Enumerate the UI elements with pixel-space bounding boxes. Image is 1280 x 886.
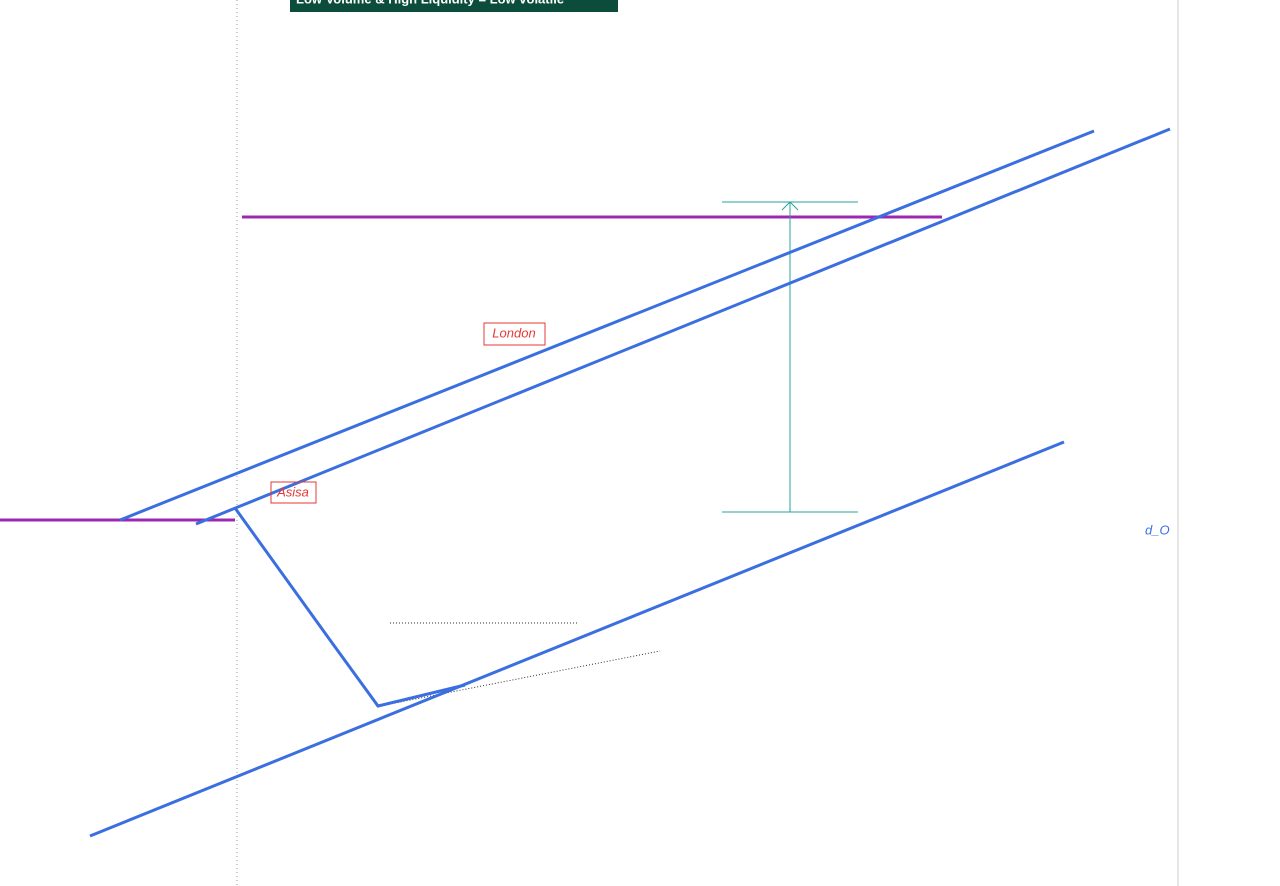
measure-arrow bbox=[781, 201, 799, 211]
annotation: Asisa bbox=[276, 484, 309, 499]
label-box bbox=[483, 322, 546, 346]
banner: Low Volume & High Liquidity = Low volati… bbox=[296, 0, 564, 6]
annotation: d_O bbox=[1145, 522, 1170, 537]
trendline bbox=[195, 127, 1171, 526]
price-axis bbox=[1178, 0, 1280, 886]
trendline bbox=[89, 440, 1065, 838]
dotted-line bbox=[379, 650, 661, 707]
trendlines bbox=[89, 127, 1171, 838]
annotation: London bbox=[492, 325, 535, 340]
trendline bbox=[119, 129, 1095, 522]
label-box bbox=[270, 481, 317, 504]
trendline bbox=[233, 507, 466, 708]
banner-bg bbox=[290, 0, 618, 12]
